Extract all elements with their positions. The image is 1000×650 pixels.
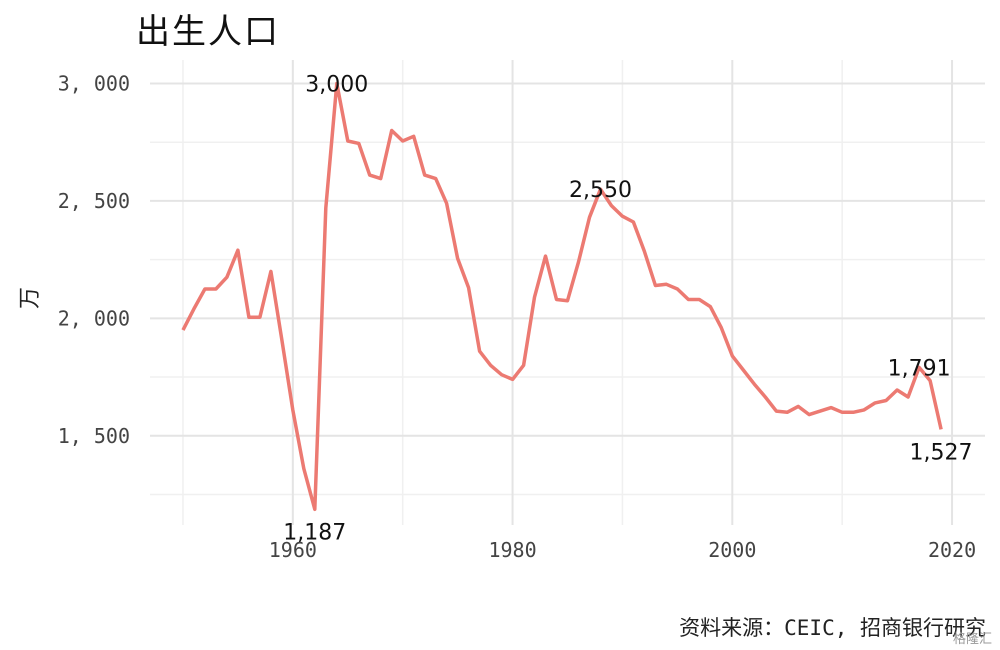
y-tick-labels: 1, 500 2, 000 2, 500 3, 000 (58, 71, 130, 447)
data-label: 2,550 (569, 178, 632, 203)
series-lines (181, 81, 943, 512)
series-line (181, 81, 943, 512)
source-note: 资料来源：CEIC, 招商银行研究 (679, 616, 986, 640)
x-tick-label: 2000 (708, 538, 756, 562)
chart-title: 出生人口 (136, 12, 280, 52)
data-label: 3,000 (305, 72, 368, 97)
x-tick-labels: 1960 1980 2000 2020 (269, 538, 976, 562)
watermark: 格隆汇 (952, 632, 992, 647)
y-tick-label: 2, 500 (58, 189, 130, 213)
data-label: 1,187 (283, 520, 346, 545)
y-tick-label: 2, 000 (58, 306, 130, 330)
grid-lines (150, 60, 985, 525)
y-tick-label: 3, 000 (58, 71, 130, 95)
x-tick-label: 2020 (928, 538, 976, 562)
y-tick-label: 1, 500 (58, 424, 130, 448)
x-tick-label: 1980 (488, 538, 536, 562)
data-label: 1,527 (910, 440, 973, 465)
x-tick-label: 1960 (269, 538, 317, 562)
data-labels: 1,187 3,000 2,550 1,791 1,527 (283, 72, 972, 545)
data-label: 1,791 (888, 356, 951, 381)
